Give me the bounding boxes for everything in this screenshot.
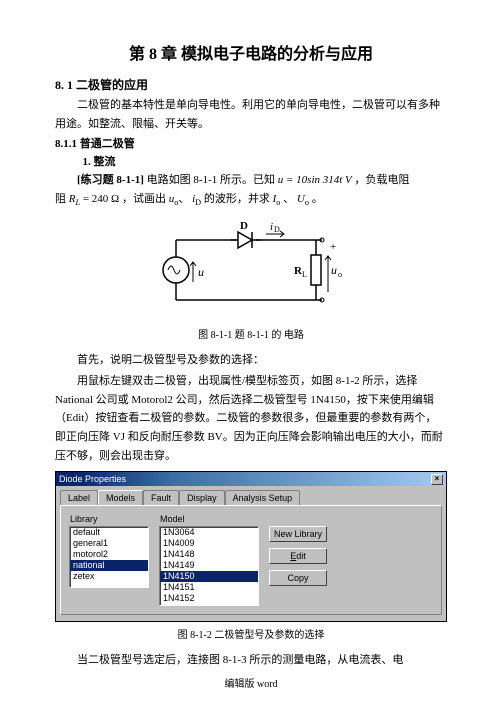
dialog-buttons: New Library Edit Copy bbox=[269, 514, 327, 606]
exercise-line2: 阻 RL = 240 Ω ，试画出 uo、 iD 的波形，并求 Io 、 Uo … bbox=[55, 190, 447, 210]
svg-text:i: i bbox=[270, 221, 273, 233]
svg-text:u: u bbox=[198, 265, 204, 279]
list-item[interactable]: national bbox=[70, 560, 148, 571]
tab-display[interactable]: Display bbox=[179, 490, 225, 505]
page-footer: 编辑版 word bbox=[0, 675, 502, 690]
figure-8-1-2-caption: 图 8-1-2 二极管型号及参数的选择 bbox=[55, 626, 447, 641]
list-item[interactable]: 1N4009 bbox=[160, 538, 258, 549]
library-group: Library default general1 motorol2 nation… bbox=[69, 514, 149, 606]
section-8-1-1-heading: 8.1.1 普通二极管 bbox=[55, 135, 447, 151]
exercise-label: [练习题 8-1-1] bbox=[77, 174, 144, 186]
list-item[interactable]: motorol2 bbox=[70, 549, 148, 560]
library-label: Library bbox=[70, 514, 149, 524]
dialog-title: Diode Properties bbox=[59, 474, 126, 484]
exercise-8-1-1: [练习题 8-1-1] 电路如图 8-1-1 所示。已知 u = 10sin 3… bbox=[55, 171, 447, 190]
svg-text:u: u bbox=[331, 263, 337, 277]
diode-properties-dialog: Diode Properties × Label Models Fault Di… bbox=[55, 471, 447, 622]
copy-button[interactable]: Copy bbox=[269, 570, 327, 586]
edit-button[interactable]: Edit bbox=[269, 548, 327, 564]
tab-models[interactable]: Models bbox=[98, 490, 143, 505]
list-item[interactable]: 1N4152 bbox=[160, 593, 258, 604]
dialog-tabs: Label Models Fault Display Analysis Setu… bbox=[56, 486, 446, 505]
paragraph-after-dialog: 当二极管型号选定后，连接图 8-1-3 所示的测量电路，从电流表、电 bbox=[55, 651, 447, 670]
dialog-body: Library default general1 motorol2 nation… bbox=[60, 505, 442, 615]
list-item[interactable]: 1N4149 bbox=[160, 560, 258, 571]
section-8-1-heading: 8. 1 二极管的应用 bbox=[55, 76, 447, 93]
list-item[interactable]: default bbox=[70, 527, 148, 538]
dialog-titlebar: Diode Properties × bbox=[56, 472, 446, 486]
tab-fault[interactable]: Fault bbox=[143, 490, 179, 505]
close-icon[interactable]: × bbox=[431, 474, 443, 485]
list-item[interactable]: 1N4148 bbox=[160, 549, 258, 560]
list-item[interactable]: zetex bbox=[70, 571, 148, 582]
list-item[interactable]: 1N4151 bbox=[160, 582, 258, 593]
list-item[interactable]: 1N3064 bbox=[160, 527, 258, 538]
svg-text:D: D bbox=[240, 220, 248, 232]
topic-1-rectify: 1. 整流 bbox=[83, 153, 448, 169]
svg-text:L: L bbox=[302, 270, 307, 279]
chapter-title: 第 8 章 模拟电子电路的分析与应用 bbox=[55, 40, 447, 64]
circuit-figure-8-1-1: u D i D R L + u o bbox=[55, 220, 447, 320]
model-label: Model bbox=[160, 514, 259, 524]
section-8-1-text: 二极管的基本特性是单向导电性。利用它的单向导电性，二极管可以有多种用途。如整流、… bbox=[55, 96, 447, 133]
model-group: Model 1N3064 1N4009 1N4148 1N4149 1N4150… bbox=[159, 514, 259, 606]
library-listbox[interactable]: default general1 motorol2 national zetex bbox=[69, 526, 149, 588]
list-item[interactable]: 1N4150 bbox=[160, 571, 258, 582]
paragraph-select-model-body: 用鼠标左键双击二极管，出现属性/模型标签页，如图 8-1-2 所示，选择 Nat… bbox=[55, 372, 447, 465]
figure-8-1-1-caption: 图 8-1-1 题 8-1-1 的 电路 bbox=[55, 326, 447, 341]
tab-analysis-setup[interactable]: Analysis Setup bbox=[225, 490, 301, 505]
paragraph-select-model-intro: 首先，说明二极管型号及参数的选择： bbox=[55, 351, 447, 370]
model-listbox[interactable]: 1N3064 1N4009 1N4148 1N4149 1N4150 1N415… bbox=[159, 526, 259, 606]
svg-text:+: + bbox=[330, 241, 336, 253]
svg-text:o: o bbox=[338, 270, 342, 279]
list-item[interactable]: general1 bbox=[70, 538, 148, 549]
tab-label[interactable]: Label bbox=[60, 490, 98, 505]
new-library-button[interactable]: New Library bbox=[269, 526, 327, 542]
svg-text:D: D bbox=[274, 225, 280, 234]
